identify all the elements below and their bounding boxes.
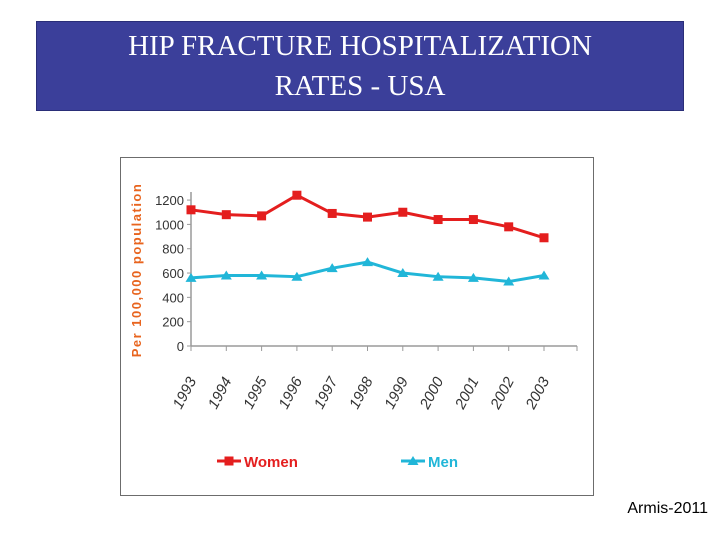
data-point-women — [292, 190, 302, 200]
chart-frame: 0 200 400 600 800 1000 1200 1993 1994 1995 1996 199… — [120, 157, 594, 496]
x-tick-label: 1994 — [205, 374, 236, 411]
data-point-women — [257, 211, 267, 221]
x-tick-label: 1997 — [311, 374, 342, 412]
data-point-men — [291, 271, 303, 281]
legend-marker-women — [224, 456, 234, 466]
x-tick-label: 2002 — [487, 374, 518, 413]
y-tick-label: 400 — [162, 290, 184, 305]
page-title: HIP FRACTURE HOSPITALIZATION RATES - USA — [128, 30, 592, 102]
data-point-women — [504, 222, 514, 232]
y-tick-label: 200 — [162, 315, 184, 330]
y-tick-label: 800 — [162, 242, 184, 257]
y-tick-label: 1200 — [155, 193, 184, 208]
data-point-women — [433, 215, 443, 225]
data-point-men — [467, 272, 479, 282]
legend-label-women: Women — [244, 454, 298, 471]
x-tick-label: 1995 — [240, 374, 271, 412]
data-point-women — [327, 208, 337, 218]
y-tick-label: 1000 — [155, 217, 184, 232]
data-point-women — [221, 210, 231, 220]
data-point-men — [185, 272, 197, 282]
data-point-men — [432, 271, 444, 281]
x-tick-label: 2003 — [522, 374, 553, 413]
data-point-men — [256, 270, 268, 280]
data-point-men — [326, 263, 338, 273]
y-tick-label: 0 — [177, 339, 184, 354]
y-tick-label: 600 — [162, 266, 184, 281]
data-point-men — [220, 270, 232, 280]
legend-marker-men — [407, 456, 419, 465]
data-point-women — [363, 212, 372, 222]
data-point-men — [362, 257, 373, 267]
data-point-men — [397, 268, 409, 278]
x-tick-label: 2000 — [416, 374, 447, 413]
x-tick-label: 1998 — [346, 374, 377, 412]
x-tick-label: 1996 — [275, 374, 306, 412]
legend-label-men: Men — [428, 454, 458, 471]
data-point-women — [398, 207, 408, 217]
x-tick-label: 2001 — [451, 374, 482, 412]
data-point-women — [186, 205, 196, 215]
x-tick-label: 1999 — [381, 374, 412, 412]
data-point-women — [539, 233, 549, 243]
x-tick-label: 1993 — [170, 374, 201, 412]
y-axis-title: Per 100,000 population — [129, 183, 144, 358]
data-point-men — [503, 276, 515, 286]
title-banner: HIP FRACTURE HOSPITALIZATION RATES - USA — [36, 21, 684, 111]
data-point-men — [538, 270, 550, 280]
data-point-women — [468, 215, 478, 225]
credit-text: Armis-2011 — [627, 500, 708, 517]
